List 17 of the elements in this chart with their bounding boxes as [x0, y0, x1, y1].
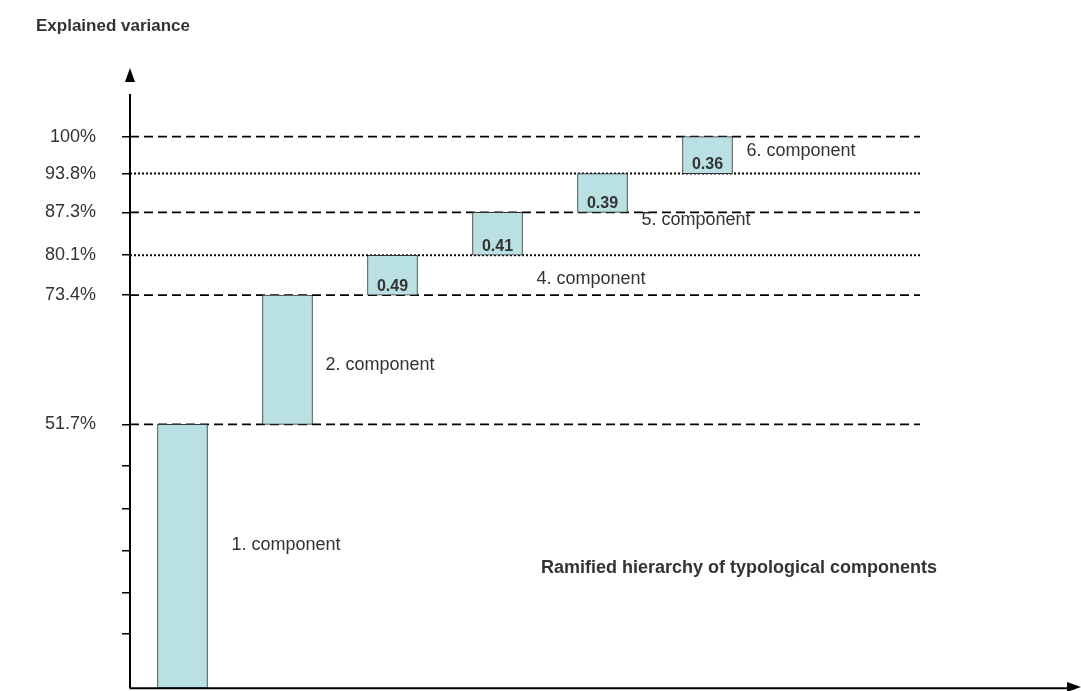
annotation: 4. component	[536, 267, 646, 288]
y-tick-label: 100%	[49, 125, 96, 146]
annotation: 0.41	[481, 236, 514, 254]
annotation: 0.49	[376, 276, 409, 294]
annotation: 1. component	[231, 533, 341, 554]
y-tick-label: 87.3%	[44, 201, 96, 222]
chart-title: Explained variance	[36, 15, 191, 35]
annotation: 0.39	[586, 193, 619, 211]
annotation: Ramified hierarchy of typological components	[541, 556, 938, 577]
annotation: 2. component	[325, 353, 435, 374]
y-tick-label: 51.7%	[44, 413, 96, 434]
y-tick-label: 80.1%	[44, 244, 96, 265]
y-tick-label: 93.8%	[44, 162, 96, 183]
annotation: 5. component	[641, 208, 751, 229]
y-tick-label: 73.4%	[44, 284, 96, 305]
annotation: 0.36	[691, 155, 724, 173]
annotation: 6. component	[746, 139, 856, 160]
